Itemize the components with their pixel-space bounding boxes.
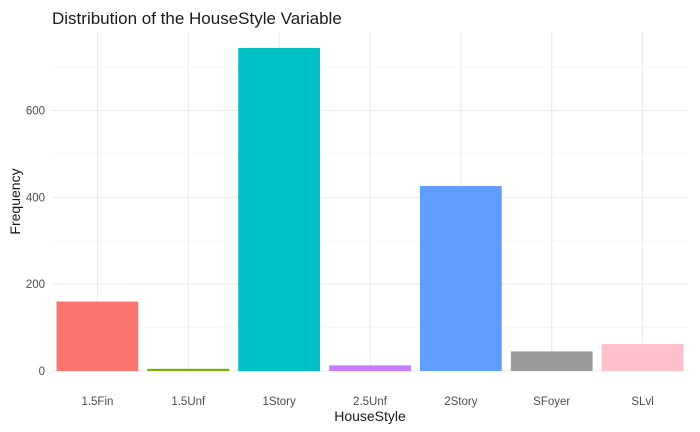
x-tick-label: SFoyer: [533, 396, 570, 408]
bar-1.5Unf: [147, 368, 230, 371]
x-tick-label: 2Story: [444, 396, 477, 408]
x-axis-ticks: 1.5Fin 1.5Unf 1Story 2.5Unf 2Story SFoyer SLvl: [81, 396, 653, 408]
x-tick-label: 1Story: [263, 396, 296, 408]
y-axis-ticks: 0 200 400 600: [26, 106, 45, 378]
bar-1.5Fin: [56, 301, 139, 371]
y-tick-label: 600: [26, 106, 45, 118]
bars: [56, 48, 684, 371]
x-tick-label: 2.5Unf: [353, 396, 388, 408]
y-axis-title: Frequency: [7, 168, 23, 234]
bar-2.5Unf: [329, 365, 411, 371]
y-tick-label: 200: [26, 279, 45, 291]
x-tick-label: 1.5Unf: [171, 396, 206, 408]
chart-title: Distribution of the HouseStyle Variable: [52, 9, 342, 28]
x-tick-label: SLvl: [631, 396, 653, 408]
gridlines: [52, 32, 688, 372]
y-tick-label: 400: [26, 192, 45, 204]
bar-1Story: [238, 48, 321, 371]
x-axis-title: HouseStyle: [334, 408, 406, 424]
bar-SFoyer: [510, 351, 593, 371]
y-tick-label: 0: [39, 366, 45, 378]
bar-2Story: [419, 186, 502, 371]
bar-SLvl: [601, 344, 684, 371]
x-tick-label: 1.5Fin: [81, 396, 113, 408]
